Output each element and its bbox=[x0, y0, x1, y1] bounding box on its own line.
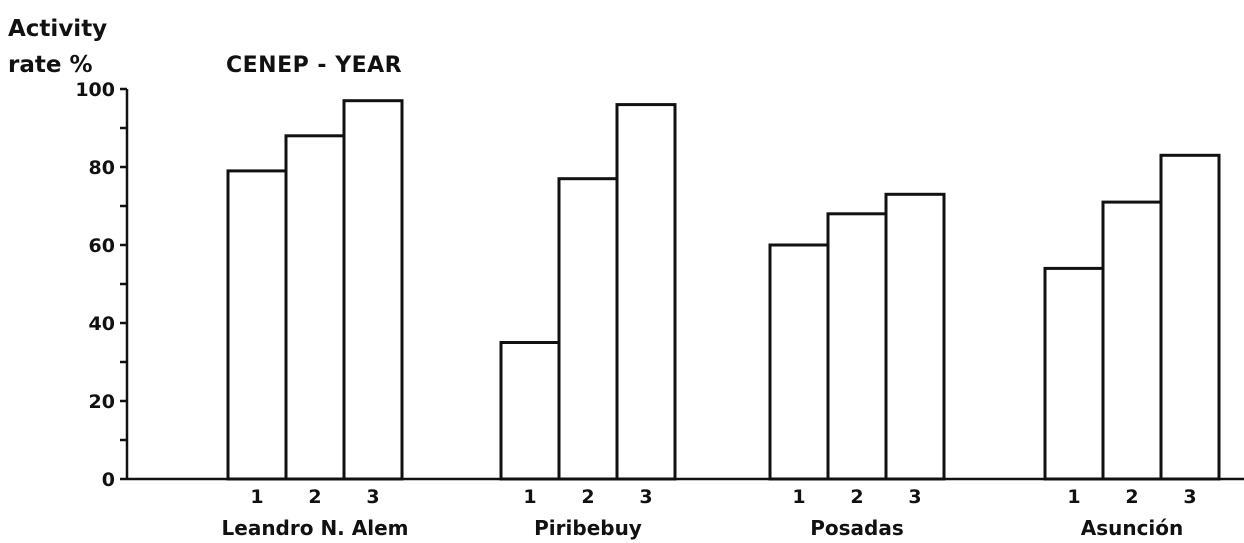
x-tick-label: 1 bbox=[250, 486, 263, 508]
group-label: Piribebuy bbox=[534, 516, 642, 540]
x-tick-label: 2 bbox=[850, 486, 863, 508]
bar bbox=[1159, 153, 1221, 481]
x-tick-label: 3 bbox=[1183, 486, 1196, 508]
x-tick-label: 1 bbox=[1067, 486, 1080, 508]
bar bbox=[557, 177, 619, 481]
bar bbox=[768, 243, 830, 481]
x-tick-label: 2 bbox=[581, 486, 594, 508]
bar bbox=[884, 192, 946, 481]
x-tick-label: 2 bbox=[308, 486, 321, 508]
bar bbox=[1101, 200, 1163, 481]
chart-title: CENEP - YEAR bbox=[226, 53, 402, 78]
y-tick-label: 60 bbox=[89, 235, 115, 257]
y-axis-title-line1: Activity bbox=[8, 16, 107, 42]
group-label: Asunción bbox=[1081, 516, 1184, 540]
bar bbox=[615, 103, 677, 481]
group-label: Posadas bbox=[810, 516, 904, 540]
y-tick-label: 80 bbox=[89, 157, 115, 179]
x-tick-label: 1 bbox=[523, 486, 536, 508]
x-tick-label: 2 bbox=[1125, 486, 1138, 508]
y-tick-label: 0 bbox=[102, 469, 115, 491]
y-tick-label: 40 bbox=[89, 313, 115, 335]
y-tick-label: 100 bbox=[75, 79, 115, 101]
bar bbox=[284, 134, 346, 481]
x-tick-label: 3 bbox=[908, 486, 921, 508]
bars bbox=[226, 99, 1221, 481]
group-label: Leandro N. Alem bbox=[222, 516, 409, 540]
x-tick-label: 3 bbox=[639, 486, 652, 508]
y-axis-title-line2: rate % bbox=[8, 52, 93, 78]
bar bbox=[826, 212, 888, 481]
x-tick-label: 1 bbox=[792, 486, 805, 508]
x-tick-label: 3 bbox=[366, 486, 379, 508]
bar bbox=[499, 341, 561, 481]
bar bbox=[226, 169, 288, 481]
bar bbox=[342, 99, 404, 481]
y-tick-label: 20 bbox=[89, 391, 115, 413]
bar bbox=[1043, 266, 1105, 481]
